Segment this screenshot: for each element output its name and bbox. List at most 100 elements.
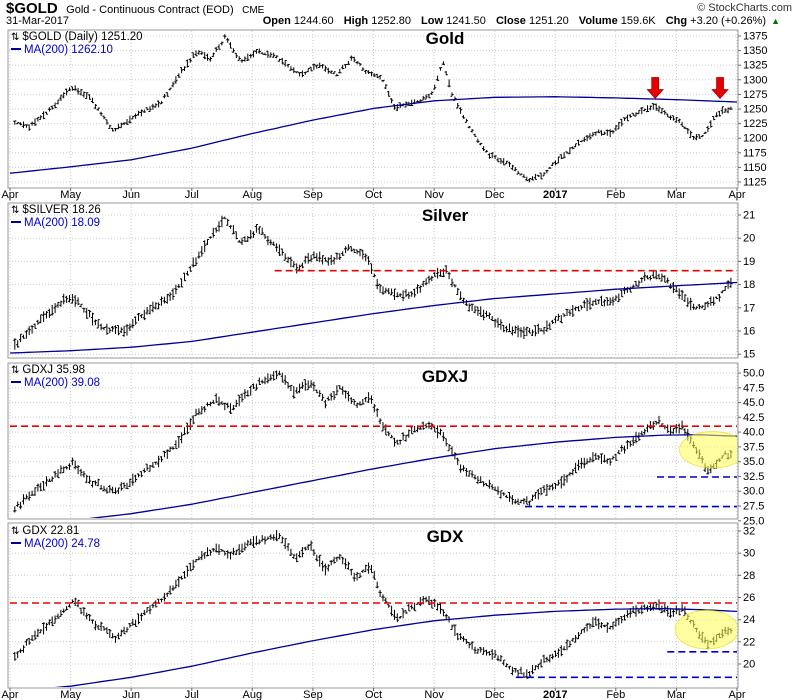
y-axis-label: 25.0 [743, 515, 764, 527]
y-axis-label: 32.5 [743, 471, 764, 483]
y-axis-label: 37.5 [743, 441, 764, 453]
legend-gold: ⇅ $GOLD (Daily) 1251.20 MA(200) 1262.10 [11, 31, 143, 57]
highlight-ellipse [674, 609, 737, 650]
low-label: Low [421, 15, 444, 27]
ma-line-swatch-icon [11, 381, 21, 383]
panel-border [7, 202, 739, 359]
panel-title-gdxj: GDXJ [421, 367, 469, 386]
y-axis-label: 42.5 [743, 412, 764, 424]
x-axis-label: Oct [365, 189, 382, 201]
ohlc-bars [13, 34, 733, 183]
ticker-symbol: $GOLD [6, 0, 58, 17]
ohlc-quote-row: Open 1244.60 High 1252.80 Low 1241.50 Cl… [256, 15, 780, 27]
x-axis-label: Oct [365, 689, 382, 700]
close-label: Close [495, 15, 526, 27]
quote-date: 31-Mar-2017 [6, 15, 69, 27]
panel-title-gdx: GDX [426, 527, 464, 546]
panel-title-silver: Silver [421, 206, 469, 225]
x-axis-label: Dec [485, 189, 505, 201]
grid-lines [9, 204, 738, 357]
instrument-description: Gold - Continuous Contract (EOD) [66, 4, 234, 16]
ma-line-swatch-icon [11, 542, 21, 544]
y-axis-label: 20 [743, 233, 755, 245]
y-axis-label: 1300 [743, 74, 767, 86]
legend-gold-symbol: $GOLD (Daily) 1251.20 [22, 31, 143, 43]
y-axis-label: 20 [743, 659, 755, 671]
legend-silver-symbol: $SILVER 18.26 [22, 204, 101, 216]
x-axis-label: May [60, 189, 81, 201]
x-axis-label: 2017 [543, 189, 567, 201]
price-plot-icon: ⇅ [11, 32, 20, 43]
ohlc-bars [13, 215, 733, 350]
ma200-line [54, 607, 737, 687]
x-axis-label: Aug [243, 189, 263, 201]
y-axis-label: 30.0 [743, 486, 764, 498]
ma200-line [9, 281, 737, 354]
x-axis-label: Feb [606, 689, 625, 700]
y-axis-label: 28 [743, 570, 755, 582]
legend-gold-ma: MA(200) 1262.10 [24, 44, 113, 56]
y-axis-label: 1325 [743, 60, 767, 72]
y-axis-label: 32 [743, 526, 755, 538]
price-plot-icon: ⇅ [11, 526, 20, 537]
red-down-arrow-icon [646, 77, 664, 100]
x-axis-label: Jun [122, 189, 140, 201]
price-plot-icon: ⇅ [11, 365, 20, 376]
y-axis-label: 24 [743, 614, 755, 626]
ohlc-bars [13, 530, 733, 679]
panel-gold: 1375 1350 1325 1300 1275 1250 1225 1200 1175 1150… [7, 29, 767, 189]
y-axis-label: 47.5 [743, 382, 764, 394]
panel-border [7, 362, 739, 520]
y-axis-label: 1225 [743, 118, 767, 130]
low-value: 1241.50 [446, 15, 486, 27]
ma-line-swatch-icon [11, 221, 21, 223]
y-axis-label: 19 [743, 256, 755, 268]
grid-lines [9, 364, 738, 518]
x-axis-label: Apr [1, 189, 18, 201]
chart-header: $GOLD Gold - Continuous Contract (EOD) C… [6, 0, 264, 18]
y-axis-label: 17 [743, 302, 755, 314]
legend-silver: ⇅ $SILVER 18.26 MA(200) 18.09 [11, 204, 101, 230]
high-value: 1252.80 [371, 15, 411, 27]
legend-gdx-ma: MA(200) 24.78 [24, 538, 101, 550]
y-axis-label: 45.0 [743, 397, 764, 409]
change-label: Chg [665, 15, 688, 27]
y-axis-label: 1150 [743, 162, 767, 174]
x-axis-label: Apr [1, 689, 18, 700]
x-axis-label: Apr [728, 689, 745, 700]
ma200-line [88, 434, 737, 518]
x-axis-label: 2017 [543, 689, 567, 700]
x-axis-label: Nov [424, 689, 444, 700]
y-axis-label: 1375 [743, 31, 767, 43]
y-axis-label: 1275 [743, 89, 767, 101]
y-axis-label: 27.5 [743, 501, 764, 513]
legend-gdxj-symbol: GDXJ 35.98 [22, 364, 86, 376]
legend-gdxj: ⇅ GDXJ 35.98 MA(200) 39.08 [11, 364, 100, 390]
x-axis-label: Dec [485, 689, 505, 700]
x-axis-label: Jun [122, 689, 140, 700]
x-axis-label: Jul [185, 189, 199, 201]
stockcharts-credit: © StockCharts.com [697, 2, 792, 14]
y-axis-label: 22 [743, 636, 755, 648]
y-axis-label: 1125 [743, 177, 767, 189]
high-label: High [343, 15, 369, 27]
y-axis-label: 16 [743, 326, 755, 338]
legend-gdx: ⇅ GDX 22.81 MA(200) 24.78 [11, 525, 100, 551]
change-value: +3.20 (+0.26%) [690, 15, 767, 27]
y-axis-label: 1350 [743, 45, 767, 57]
close-value: 1251.20 [528, 15, 569, 27]
exchange-label: CME [242, 5, 265, 16]
legend-gdx-symbol: GDX 22.81 [22, 525, 80, 537]
ma200-line [9, 96, 737, 174]
change-up-icon: ▲ [771, 16, 780, 26]
legend-gdxj-ma: MA(200) 39.08 [24, 377, 101, 389]
price-plot-icon: ⇅ [11, 205, 20, 216]
y-axis-label: 30 [743, 548, 755, 560]
panel-title-gold: Gold [425, 29, 465, 48]
x-axis-label: Sep [303, 189, 323, 201]
x-axis-label: Jul [185, 689, 199, 700]
y-axis-label: 1175 [743, 147, 767, 159]
y-axis-label: 50.0 [743, 368, 764, 380]
